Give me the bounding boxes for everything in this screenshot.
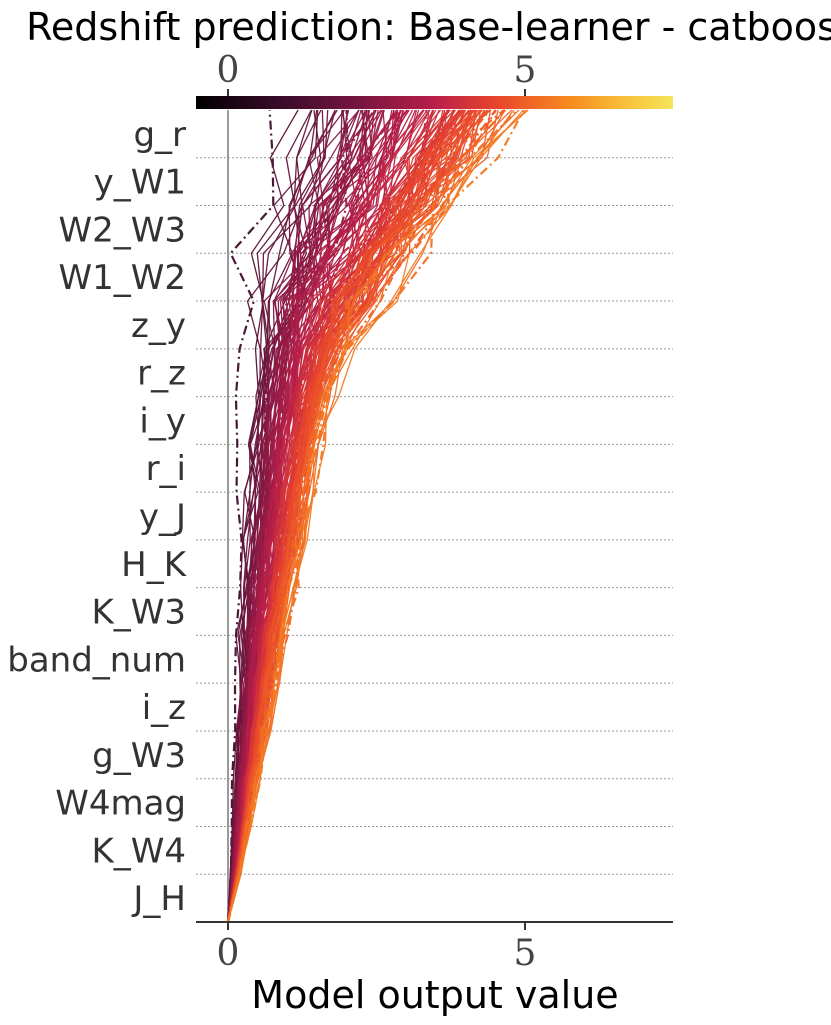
decision-paths [226, 109, 529, 923]
feature-labels: g_r y_W1 W2_W3 W1_W2 z_y r_z i_y r_i y_J H_K K_W3b… [7, 115, 187, 919]
feature-label: W4mag [55, 784, 186, 824]
decision-path [226, 109, 491, 923]
feature-label: y_W1 [94, 163, 186, 203]
feature-label: K_W4 [91, 831, 186, 871]
x-axis-label: Model output value [251, 973, 618, 1017]
feature-label: J_H [131, 879, 186, 919]
feature-label: r_z [137, 354, 186, 394]
decision-path [226, 109, 275, 923]
colorbar-gradient [196, 96, 673, 109]
feature-label: W2_W3 [59, 210, 187, 250]
decision-path [227, 109, 528, 923]
x-tick-label: 0 [217, 933, 240, 974]
feature-label: g_r [133, 115, 186, 155]
feature-label: band_num [7, 640, 186, 680]
decision-path [227, 109, 529, 923]
decision-path [226, 109, 505, 923]
feature-label: g_W3 [92, 736, 186, 776]
feature-label: z_y [131, 306, 186, 346]
decision-path [227, 109, 408, 923]
feature-label: i_z [142, 688, 186, 728]
colorbar-tick-label: 0 [217, 50, 240, 91]
chart-title: Redshift prediction: Base-learner - catb… [26, 5, 831, 49]
feature-label: i_y [139, 401, 186, 441]
colorbar-tick-label: 5 [514, 50, 537, 91]
feature-label: y_J [139, 497, 186, 537]
decision-path [226, 109, 519, 923]
feature-label: H_K [121, 545, 188, 585]
gridlines [196, 157, 673, 875]
colorbar [196, 96, 673, 109]
decision-path [226, 109, 376, 923]
feature-label: W1_W2 [59, 258, 187, 298]
x-tick-label: 5 [514, 933, 537, 974]
feature-label: K_W3 [91, 593, 186, 633]
feature-label: r_i [146, 449, 186, 489]
